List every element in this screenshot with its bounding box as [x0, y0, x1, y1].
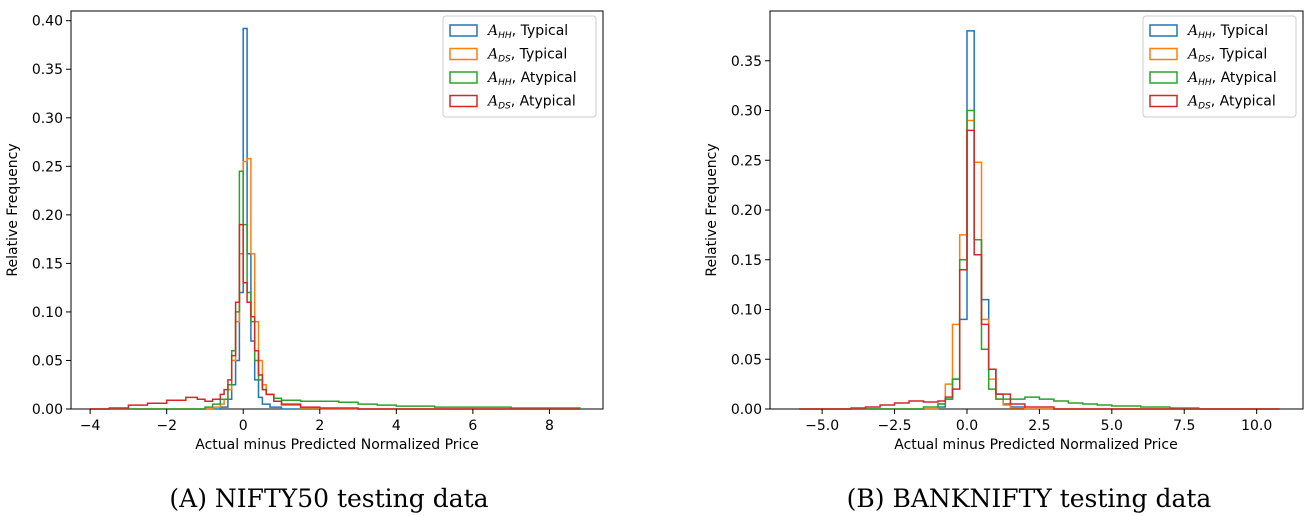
legend-swatch	[1149, 24, 1178, 37]
legend-swatch	[449, 47, 478, 61]
y-axis-label-b: Relative Frequency	[704, 143, 720, 276]
y-tick-label: 0.20	[731, 203, 762, 219]
y-tick-label: 0.10	[32, 305, 63, 321]
x-tick-label: 5.0	[1101, 418, 1123, 434]
y-axis-label-a: Relative Frequency	[5, 143, 21, 276]
histogram-series-ahh-atypical-b	[799, 109, 1280, 410]
legend-entry: AHH, Typical	[486, 23, 568, 41]
x-tick-label: −2	[156, 418, 177, 434]
legend-entry: AHH, Typical	[1186, 23, 1268, 41]
x-axis-label-b: Actual minus Predicted Normalized Price	[894, 437, 1178, 453]
x-tick-label: 10.0	[1241, 418, 1272, 434]
legend-entry: AHH, Atypical	[486, 70, 577, 88]
y-tick-label: 0.30	[32, 111, 63, 127]
y-tick-label: 0.10	[731, 303, 762, 319]
y-tick-label: 0.40	[32, 14, 63, 30]
legend-swatch	[449, 24, 478, 37]
x-tick-label: −5.0	[805, 418, 839, 434]
caption-b: (B) BANKNIFTY testing data	[847, 484, 1212, 513]
chart-panel-b: −5.0 −2.5 0.0 2.5 5.0 7.5 10.0 0.00 0.05 0.10 0.1…	[704, 10, 1304, 513]
x-tick-label: 0.0	[956, 418, 978, 434]
y-tick-label: 0.15	[32, 256, 63, 272]
histogram-series-ahh-a	[90, 27, 580, 410]
legend-swatch	[1149, 94, 1178, 108]
x-tick-label: −4	[80, 418, 101, 434]
y-tick-label: 0.25	[731, 153, 762, 169]
x-axis-a: −4 −2 0 2 4 6 8	[80, 409, 554, 434]
x-tick-label: 7.5	[1173, 418, 1195, 434]
y-tick-label: 0.05	[731, 352, 762, 368]
x-axis-b: −5.0 −2.5 0.0 2.5 5.0 7.5 10.0	[805, 409, 1272, 434]
histogram-series-group-b	[799, 30, 1280, 410]
y-tick-label: 0.00	[32, 402, 63, 418]
x-tick-label: 4	[392, 418, 401, 434]
y-tick-label: 0.05	[32, 353, 63, 369]
legend-entry: ADS, Atypical	[1186, 94, 1276, 112]
y-tick-label: 0.00	[731, 402, 762, 418]
y-tick-label: 0.35	[731, 54, 762, 70]
histogram-series-ads-a	[90, 157, 580, 410]
legend-swatch	[1149, 47, 1178, 61]
histogram-series-ads-b	[799, 119, 1280, 410]
y-tick-label: 0.30	[731, 104, 762, 120]
x-axis-label-a: Actual minus Predicted Normalized Price	[195, 437, 479, 453]
x-tick-label: 2	[315, 418, 324, 434]
histogram-series-ahh-atypical-a	[90, 170, 581, 410]
caption-a: (A) NIFTY50 testing data	[169, 484, 488, 513]
legend-b: AHH, Typical ADS, Typical AHH, Atypical ADS…	[1142, 15, 1297, 118]
x-tick-label: 6	[468, 418, 477, 434]
legend-box	[1142, 15, 1297, 118]
legend-a: AHH, Typical ADS, Typical AHH, Atypical ADS…	[442, 15, 597, 118]
chart-panel-a: −4 −2 0 2 4 6 8 0.000.050.100.150.200.250.300.…	[5, 10, 604, 513]
histogram-series-group-a	[90, 27, 581, 410]
legend-swatch	[1149, 71, 1178, 84]
x-tick-label: −2.5	[878, 418, 912, 434]
y-tick-label: 0.25	[32, 159, 63, 175]
legend-entry: AHH, Atypical	[1186, 70, 1277, 88]
x-tick-label: 0	[239, 418, 248, 434]
legend-swatch	[449, 71, 478, 84]
y-tick-label: 0.20	[32, 208, 63, 224]
histogram-series-ads-atypical-b	[799, 129, 1280, 410]
y-tick-label: 0.15	[731, 253, 762, 269]
legend-swatch	[449, 94, 478, 108]
legend-box	[442, 15, 597, 118]
histogram-series-ads-atypical-a	[90, 223, 580, 410]
x-tick-label: 8	[545, 418, 554, 434]
y-axis-b: 0.00 0.05 0.10 0.15 0.20 0.25 0.30 0.35	[731, 54, 770, 418]
legend-entry: ADS, Typical	[1186, 47, 1267, 65]
legend-entry: ADS, Typical	[486, 47, 567, 65]
y-tick-label: 0.35	[32, 62, 63, 78]
x-tick-label: 2.5	[1028, 418, 1050, 434]
y-axis-a: 0.00 0.05 0.10 0.15 0.20 0.25 0.30 0.35 0.40	[32, 14, 71, 418]
legend-entry: ADS, Atypical	[486, 94, 576, 112]
